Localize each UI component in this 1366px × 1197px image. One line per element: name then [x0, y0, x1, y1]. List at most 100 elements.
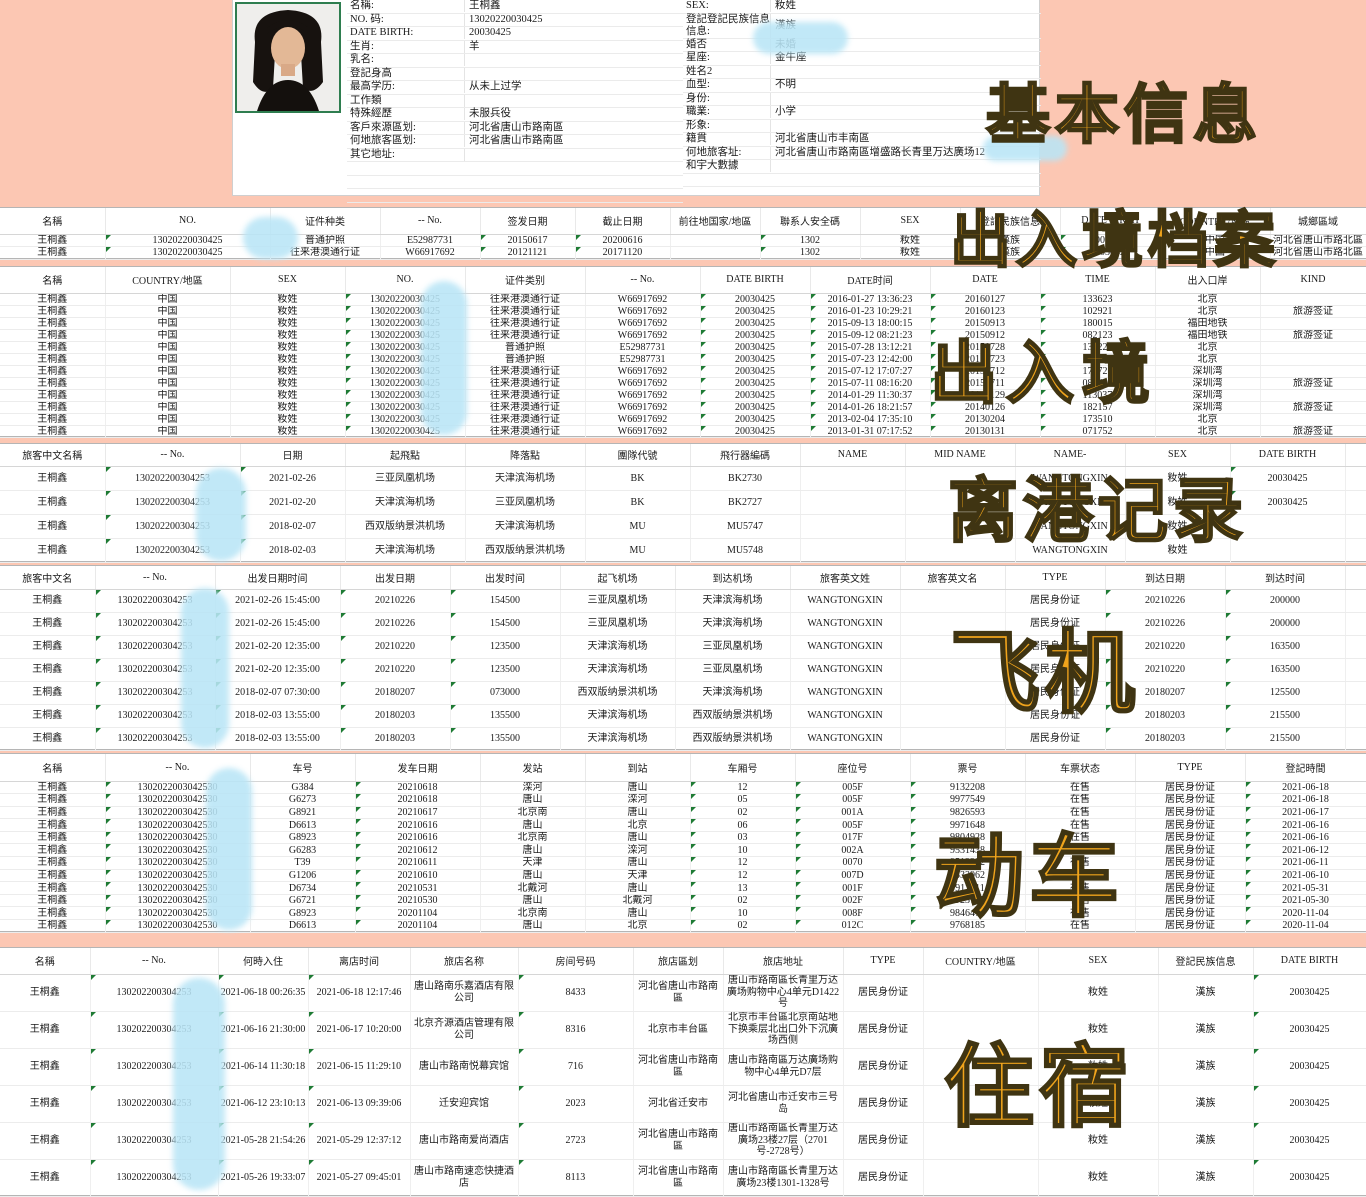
table-row[interactable]: 王桐鑫 13020220030425 普通护照 E52987731 20150617 20…: [0, 234, 1366, 247]
table-row[interactable]: 王桐鑫 130202200304253 2021-06-16 21:30:00 202…: [0, 1011, 1366, 1049]
table-row[interactable]: 王桐鑫 中国 籹姓 13020220030425 往来港澳通行证 W66917692 200…: [0, 377, 1366, 390]
cell: G6721: [250, 894, 356, 908]
table-row[interactable]: 王桐鑫 1302022003042530 D6734 20210531 北戴河 唐山 13 0…: [0, 881, 1366, 895]
table-row[interactable]: 王桐鑫 1302022003042530 D6613 20210616 唐山 北京 06 00…: [0, 818, 1366, 832]
table-row[interactable]: 王桐鑫 1302022003042530 G6273 20210618 唐山 滦河 05 00…: [0, 793, 1366, 807]
table-row[interactable]: 王桐鑫 1302022003042530 G1206 20210610 唐山 天津 12 00…: [0, 869, 1366, 883]
info-label: 乳名:: [347, 54, 465, 67]
table-row[interactable]: 王桐鑫 中国 籹姓 13020220030425 普通护照 E52987731 200304…: [0, 353, 1366, 366]
table-row[interactable]: 王桐鑫 中国 籹姓 13020220030425 往来港澳通行证 W66917692 200…: [0, 293, 1366, 306]
table-row[interactable]: 王桐鑫 130202200304253 2018-02-07 07:30:00 201…: [0, 681, 1366, 705]
cell: 唐山: [585, 881, 691, 895]
info-row: 客戶來源區划: 河北省唐山市路南區: [347, 121, 683, 135]
table-row[interactable]: 王桐鑫 130202200304253 2021-05-26 19:33:07 202…: [0, 1159, 1366, 1197]
table-row[interactable]: 王桐鑫 1302022003042530 G384 20210618 滦河 唐山 12 005…: [0, 781, 1366, 795]
cell: 20030425: [1253, 1159, 1366, 1197]
cell: 中国: [105, 377, 231, 390]
cell: 居民身份证: [1135, 869, 1246, 883]
cell: 王桐鑫: [0, 919, 106, 933]
cell: [900, 612, 1006, 636]
cell: 2021-02-20 12:35:00: [215, 635, 341, 659]
cell: 2021-05-27 09:45:01: [308, 1159, 411, 1197]
table-row[interactable]: 王桐鑫 1302022003042530 G8923 20210616 北京南 唐山 03 0…: [0, 831, 1366, 845]
cell: 20210220: [340, 635, 451, 659]
table-row[interactable]: 王桐鑫 1302022003042530 G6721 20210530 唐山 北戴河 02 0…: [0, 894, 1366, 908]
cell: 20030425: [1060, 234, 1161, 247]
table-row[interactable]: 王桐鑫 130202200304253 2021-06-14 11:30:18 202…: [0, 1048, 1366, 1086]
cell: 2021-02-26 15:45:00: [215, 612, 341, 636]
cell: 2018-02-07 07:30:00: [215, 681, 341, 705]
cell: 2015-07-12 17:07:27: [810, 365, 931, 378]
table-row[interactable]: 王桐鑫 中国 籹姓 13020220030425 往来港澳通行证 W66917692 200…: [0, 425, 1366, 438]
table-row[interactable]: 王桐鑫 中国 籹姓 13020220030425 往来港澳通行证 W66917692 200…: [0, 365, 1366, 378]
info-label: 生肖:: [347, 40, 465, 53]
cell: 王桐鑫: [0, 341, 106, 354]
table-row[interactable]: 王桐鑫 13020220030425 往来港澳通行证 W66917692 2012112…: [0, 246, 1366, 260]
column-header: 到达日期: [1105, 566, 1226, 590]
table-row[interactable]: 王桐鑫 中国 籹姓 13020220030425 往来港澳通行证 W66917692 200…: [0, 389, 1366, 402]
redaction-blur: [173, 978, 225, 1190]
cell: [670, 234, 761, 247]
table-row[interactable]: 王桐鑫 中国 籹姓 13020220030425 往来港澳通行证 W66917692 200…: [0, 401, 1366, 414]
table-row[interactable]: 王桐鑫 1302022003042530 G8921 20210617 北京南 唐山 02 0…: [0, 806, 1366, 820]
table-row[interactable]: 王桐鑫 1302022003042530 G6283 20210612 唐山 滦河 10 00…: [0, 843, 1366, 858]
table-row[interactable]: 王桐鑫 1302022003042530 G8923 20201104 北京南 唐山 10 0…: [0, 906, 1366, 921]
cell: 籹姓: [230, 305, 346, 318]
cell: 在售: [1025, 906, 1136, 921]
redaction-blur: [181, 588, 229, 748]
column-header: -- No.: [105, 444, 241, 467]
cell: 133623: [1040, 293, 1156, 306]
info-label: 何地旅客區划:: [347, 135, 465, 148]
table-row[interactable]: 王桐鑫 130202200304253 2021-06-12 23:10:13 202…: [0, 1085, 1366, 1123]
table-row[interactable]: 王桐鑫 1302022003042530 D6613 20201104 唐山 北京 02 01…: [0, 919, 1366, 933]
table-row[interactable]: 王桐鑫 130202200304253 2021-02-26 15:45:00 202…: [0, 612, 1366, 636]
cell: 往来港澳通行证: [465, 389, 586, 402]
cell: 籹姓: [1038, 1159, 1159, 1197]
column-header: TYPE: [1135, 754, 1246, 782]
cell: W66917692: [585, 401, 701, 414]
cell: [1230, 538, 1346, 563]
cell: 唐山市路南爱尚酒店: [410, 1122, 519, 1160]
cell: 籹姓: [1038, 1122, 1159, 1160]
cell: WANGTONGXIN: [790, 727, 901, 751]
table-row[interactable]: 王桐鑫 中国 籹姓 13020220030425 往来港澳通行证 W66917692 200…: [0, 305, 1366, 318]
table-row[interactable]: 王桐鑫 130202200304253 2021-02-20 12:35:00 202…: [0, 658, 1366, 682]
table-row[interactable]: 王桐鑫 130202200304253 2018-02-03 13:55:00 201…: [0, 727, 1366, 751]
table-row[interactable]: 王桐鑫 130202200304253 2021-02-20 天津滨海机场 三亚凤凰机场…: [0, 490, 1366, 515]
cell: 20140126: [930, 401, 1041, 414]
cell: 2015-07-28 13:12:21: [810, 341, 931, 354]
cell: 中国: [105, 413, 231, 426]
table-row[interactable]: 王桐鑫 130202200304253 2021-05-28 21:54:26 202…: [0, 1122, 1366, 1160]
cell: 漢族: [1158, 1122, 1254, 1160]
cell: WANGTONGXIN: [790, 589, 901, 613]
cell: 籹姓: [1125, 514, 1231, 539]
cell: 王桐鑫: [0, 401, 106, 414]
cell: 在售: [1025, 881, 1136, 895]
table-row[interactable]: 王桐鑫 中国 籹姓 13020220030425 往来港澳通行证 W66917692 200…: [0, 317, 1366, 330]
cell: [800, 490, 906, 515]
table-row[interactable]: 王桐鑫 130202200304253 2021-02-26 三亚凤凰机场 天津滨海机场…: [0, 466, 1366, 491]
info-row: 生肖: 羊: [347, 40, 683, 54]
table-row[interactable]: 王桐鑫 中国 籹姓 13020220030425 往来港澳通行证 W66917692 200…: [0, 413, 1366, 426]
column-header: 降落點: [465, 444, 586, 467]
cell: 082123: [1040, 329, 1156, 342]
cell: 20210618: [355, 793, 481, 807]
cell: 北京: [585, 818, 691, 832]
table-row[interactable]: 王桐鑫 中国 籹姓 13020220030425 普通护照 E52987731 200304…: [0, 341, 1366, 354]
table-row[interactable]: 王桐鑫 130202200304253 2021-02-20 12:35:00 202…: [0, 635, 1366, 659]
table-row[interactable]: 王桐鑫 1302022003042530 T39 20210611 天津 唐山 12 0070…: [0, 856, 1366, 870]
cell: 往来港澳通行证: [465, 317, 586, 330]
cell: 河北省唐山市路南區: [633, 1048, 724, 1086]
cell: 9531438: [910, 843, 1026, 858]
cell: 215500: [1225, 727, 1346, 751]
cell: 王桐鑫: [0, 806, 106, 820]
cell: 王桐鑫: [0, 612, 96, 636]
column-header: 车号: [250, 754, 356, 782]
info-row: 其它地址:: [347, 148, 683, 162]
cell: E52987731: [380, 234, 481, 247]
column-header: MID NAME: [905, 444, 1016, 467]
redaction-blur: [983, 136, 1067, 161]
table-row[interactable]: 王桐鑫 中国 籹姓 13020220030425 往来港澳通行证 W66917692 200…: [0, 329, 1366, 342]
redaction-blur: [206, 768, 252, 930]
cell: 天津滨海机场: [560, 704, 676, 728]
